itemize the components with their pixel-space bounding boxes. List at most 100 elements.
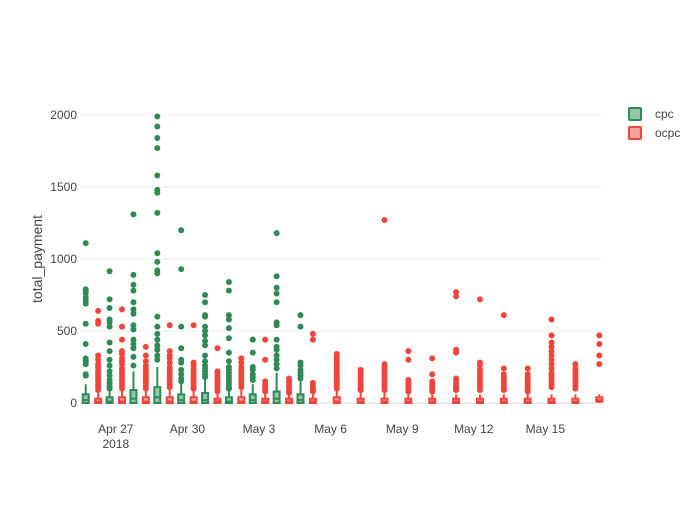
outlier-point-ocpc-2018-04-26-4 bbox=[95, 356, 102, 363]
outlier-point-ocpc-2018-05-17-3 bbox=[596, 361, 603, 368]
box-cpc-2018-05-05 bbox=[296, 312, 305, 404]
legend-item-cpc[interactable]: cpc bbox=[628, 107, 674, 121]
outlier-point-ocpc-2018-04-26-3 bbox=[95, 352, 102, 359]
x-tick-label-0: Apr 27 bbox=[98, 422, 134, 436]
outlier-point-cpc-2018-04-27-8 bbox=[106, 356, 113, 363]
outlier-point-ocpc-2018-05-12-2 bbox=[476, 362, 483, 369]
outlier-point-ocpc-2018-05-16-8 bbox=[572, 385, 579, 392]
outlier-point-cpc-2018-05-02-7 bbox=[225, 358, 232, 365]
outlier-point-cpc-2018-04-30-5 bbox=[178, 359, 185, 366]
outlier-point-cpc-2018-05-05-1 bbox=[297, 323, 304, 330]
box-body-ocpc-2018-05-02 bbox=[237, 396, 246, 404]
outlier-point-cpc-2018-05-04-7 bbox=[273, 336, 280, 343]
box-body-cpc-2018-05-01 bbox=[201, 391, 210, 405]
outlier-point-cpc-2018-05-04-12 bbox=[273, 361, 280, 368]
box-ocpc-2018-04-28 bbox=[141, 343, 150, 404]
box-body-cpc-2018-05-03 bbox=[248, 393, 257, 404]
box-ocpc-2018-05-17 bbox=[595, 332, 604, 403]
box-ocpc-2018-05-04 bbox=[285, 375, 294, 404]
x-tick-label-2: May 3 bbox=[243, 422, 276, 436]
outlier-point-ocpc-2018-04-30-0 bbox=[190, 322, 197, 329]
series-layer bbox=[81, 113, 604, 405]
outlier-point-ocpc-2018-05-16-0 bbox=[572, 361, 579, 368]
outlier-point-ocpc-2018-05-09-1 bbox=[405, 356, 412, 363]
outlier-point-ocpc-2018-04-27-1 bbox=[119, 323, 125, 330]
outlier-point-cpc-2018-04-27-0 bbox=[106, 268, 113, 275]
outlier-point-ocpc-2018-05-14-0 bbox=[524, 365, 531, 372]
box-ocpc-2018-05-02 bbox=[237, 355, 246, 404]
outlier-point-cpc-2018-04-30-1 bbox=[178, 266, 185, 273]
box-body-cpc-2018-05-05 bbox=[296, 393, 305, 404]
legend-swatch-cpc bbox=[628, 107, 642, 121]
outlier-point-ocpc-2018-05-09-0 bbox=[405, 348, 412, 355]
box-cpc-2018-04-26 bbox=[81, 240, 90, 404]
outlier-point-ocpc-2018-05-02-9 bbox=[238, 384, 245, 391]
outlier-point-cpc-2018-04-29-18 bbox=[154, 352, 161, 359]
box-cpc-2018-05-02 bbox=[224, 279, 233, 404]
box-ocpc-2018-05-09 bbox=[404, 348, 413, 404]
outlier-point-ocpc-2018-05-17-1 bbox=[596, 340, 603, 347]
outlier-point-cpc-2018-04-29-1 bbox=[154, 123, 161, 130]
outlier-point-cpc-2018-05-01-15 bbox=[202, 374, 209, 381]
outlier-point-cpc-2018-04-29-13 bbox=[154, 323, 161, 330]
outlier-point-cpc-2018-04-29-19 bbox=[154, 356, 161, 363]
outlier-point-ocpc-2018-05-10-7 bbox=[429, 388, 436, 395]
box-cpc-2018-05-01 bbox=[201, 292, 210, 405]
outlier-point-cpc-2018-04-27-10 bbox=[106, 368, 113, 375]
y-tick-label-0: 0 bbox=[70, 396, 77, 410]
outlier-point-cpc-2018-04-27-11 bbox=[106, 372, 113, 379]
outlier-point-cpc-2018-04-28-0 bbox=[130, 211, 137, 218]
outlier-point-cpc-2018-04-30-9 bbox=[178, 378, 185, 385]
outlier-point-ocpc-2018-05-17-0 bbox=[596, 332, 603, 339]
outlier-point-ocpc-2018-05-12-10 bbox=[476, 387, 483, 394]
grid-layer bbox=[80, 114, 605, 404]
outlier-point-ocpc-2018-04-30-10 bbox=[190, 385, 197, 392]
outlier-point-cpc-2018-05-04-9 bbox=[273, 346, 280, 353]
box-body-ocpc-2018-05-06 bbox=[332, 396, 341, 404]
x-tick-label-4: May 9 bbox=[386, 422, 419, 436]
box-ocpc-2018-05-01 bbox=[213, 345, 222, 404]
box-body-cpc-2018-04-29 bbox=[153, 386, 162, 405]
outlier-point-ocpc-2018-05-08-0 bbox=[381, 217, 388, 224]
outlier-point-ocpc-2018-04-28-0 bbox=[142, 343, 149, 350]
outlier-point-cpc-2018-05-04-11 bbox=[273, 356, 280, 363]
outlier-point-cpc-2018-05-03-7 bbox=[249, 376, 256, 383]
outlier-point-ocpc-2018-05-12-0 bbox=[476, 296, 483, 303]
outlier-point-cpc-2018-04-26-0 bbox=[82, 240, 89, 247]
outlier-point-cpc-2018-04-28-8 bbox=[130, 326, 137, 333]
outlier-point-cpc-2018-04-27-1 bbox=[106, 296, 113, 303]
box-ocpc-2018-05-03 bbox=[261, 336, 270, 404]
legend[interactable]: cpc ocpc bbox=[628, 107, 680, 140]
y-tick-label-2: 1000 bbox=[50, 252, 77, 266]
outlier-point-ocpc-2018-05-09-7 bbox=[405, 388, 412, 395]
outlier-point-cpc-2018-05-01-8 bbox=[202, 342, 209, 349]
outlier-point-cpc-2018-04-28-10 bbox=[130, 340, 137, 347]
x-tick-label-6: May 15 bbox=[526, 422, 566, 436]
outlier-point-cpc-2018-05-05-7 bbox=[297, 375, 304, 382]
legend-item-ocpc[interactable]: ocpc bbox=[628, 126, 680, 140]
outlier-point-ocpc-2018-05-15-4 bbox=[548, 348, 555, 355]
outlier-point-cpc-2018-05-01-9 bbox=[202, 352, 209, 359]
outlier-point-cpc-2018-04-30-3 bbox=[178, 345, 185, 352]
outlier-point-cpc-2018-04-29-11 bbox=[154, 270, 161, 277]
outlier-point-ocpc-2018-04-27-7 bbox=[119, 361, 125, 368]
outlier-point-cpc-2018-04-26-3 bbox=[82, 290, 89, 297]
box-ocpc-2018-05-15 bbox=[547, 316, 556, 404]
outlier-point-cpc-2018-04-29-3 bbox=[154, 145, 161, 152]
outlier-point-ocpc-2018-04-29-12 bbox=[166, 384, 173, 391]
series-cpc bbox=[81, 113, 305, 405]
box-body-cpc-2018-04-30 bbox=[177, 393, 186, 404]
outlier-point-cpc-2018-04-29-6 bbox=[154, 189, 161, 196]
outlier-point-ocpc-2018-05-13-8 bbox=[500, 387, 507, 394]
y-axis-title: total_payment bbox=[29, 215, 45, 303]
outlier-point-cpc-2018-05-01-7 bbox=[202, 338, 209, 345]
outlier-point-ocpc-2018-05-05-6 bbox=[309, 388, 316, 395]
box-ocpc-2018-05-12 bbox=[475, 296, 484, 404]
outlier-point-cpc-2018-05-01-1 bbox=[202, 299, 209, 306]
box-ocpc-2018-05-11 bbox=[452, 289, 461, 404]
box-ocpc-2018-05-10 bbox=[428, 355, 437, 404]
outlier-point-ocpc-2018-05-14-8 bbox=[524, 388, 531, 395]
outlier-point-ocpc-2018-05-05-1 bbox=[309, 336, 316, 343]
y-tick-label-1: 500 bbox=[57, 324, 77, 338]
